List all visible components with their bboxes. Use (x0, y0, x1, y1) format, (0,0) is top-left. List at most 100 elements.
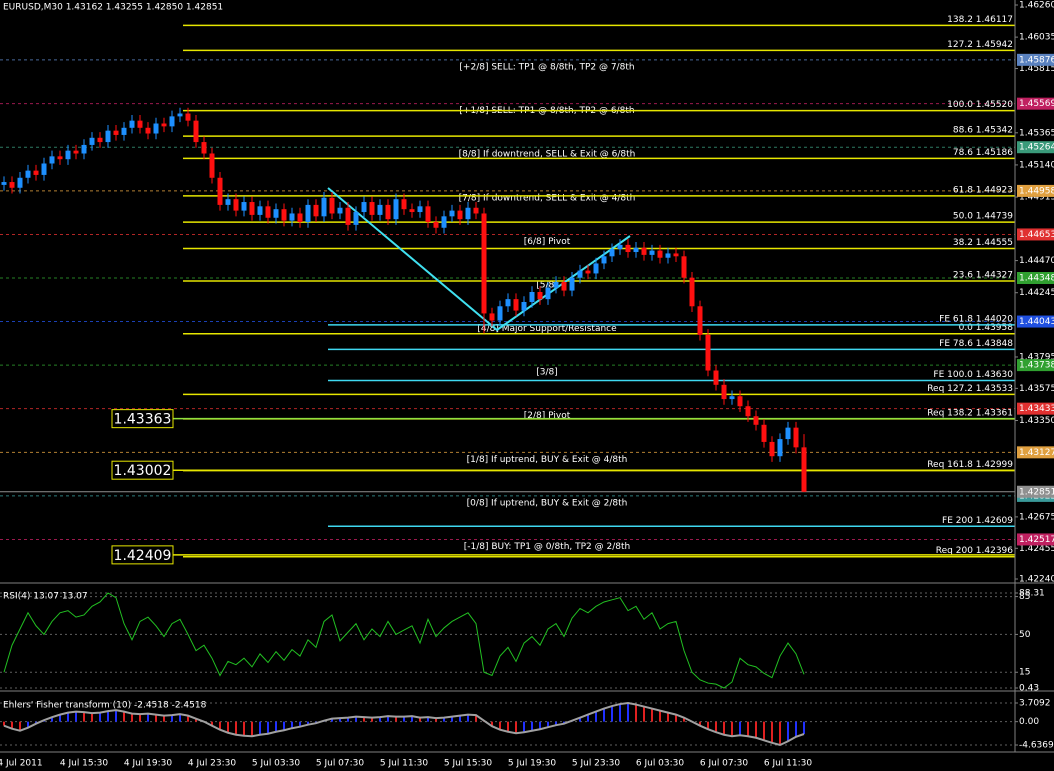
candle-body (273, 209, 279, 218)
candle-body (337, 207, 343, 214)
candle-body (353, 212, 359, 225)
y-tick-label: 1.44915 (1019, 193, 1054, 203)
x-tick-label: 5 Jul 15:30 (444, 759, 493, 769)
murrey-price-box (1017, 272, 1054, 285)
candle-body (241, 202, 247, 211)
candle-body (369, 202, 375, 215)
candle-body (529, 292, 535, 302)
candle-body (721, 384, 727, 400)
candle-body (393, 199, 399, 220)
murrey-label: [4/8] Major Support/Resistance (477, 324, 617, 334)
murrey-price: 1.45876 (1019, 55, 1054, 65)
fibo-trendline (327, 187, 631, 332)
y-tick-label: 85 (1019, 592, 1030, 602)
price-label: 1.43363 (114, 412, 172, 428)
candle-body (561, 282, 567, 291)
candle-body (233, 199, 239, 211)
candle-body (385, 204, 391, 220)
candle-body (225, 199, 231, 205)
murrey-price: 1.45264 (1019, 143, 1054, 153)
candle-body (633, 247, 639, 253)
candle-body (697, 306, 703, 335)
candle-body (673, 253, 679, 257)
x-tick-label: 5 Jul 23:30 (572, 759, 621, 769)
candle-body (585, 270, 591, 274)
candle-body (25, 170, 31, 178)
murrey-label: [2/8] Pivot (524, 411, 571, 421)
fisher-title: Ehlers' Fisher transform (10) -2.4518 -2… (3, 701, 207, 711)
candle-body (801, 447, 807, 492)
chart-title: EURUSD,M30 1.43162 1.43255 1.42850 1.428… (3, 3, 223, 13)
candle-body (609, 249, 615, 257)
candle-body (97, 137, 103, 143)
candle-body (473, 207, 479, 214)
murrey-label: [-1/8] BUY: TP1 @ 0/8th, TP2 @ 2/8th (464, 542, 630, 552)
fibo-label: 23.6 1.44327 (953, 271, 1013, 281)
candle-body (185, 113, 191, 121)
candle-body (321, 197, 327, 217)
candle-body (753, 416, 759, 425)
fibo-label: Req 200 1.42396 (936, 546, 1013, 556)
murrey-price: 1.44653 (1019, 230, 1054, 240)
candle-body (577, 270, 583, 278)
candle-body (113, 130, 119, 135)
marks-layer (1, 107, 807, 747)
y-tick-label: 1.45815 (1019, 64, 1054, 74)
y-tick-label: 1.43795 (1019, 352, 1054, 362)
murrey-label: [+2/8] SELL: TP1 @ 8/8th, TP2 @ 7/8th (459, 62, 634, 72)
y-tick-label: 1.45140 (1019, 160, 1054, 170)
candle-body (745, 406, 751, 417)
candle-body (49, 156, 55, 164)
candle-body (361, 202, 367, 213)
fibo-label: 50.0 1.44739 (953, 212, 1013, 222)
candle-body (257, 206, 263, 215)
x-tick-label: 6 Jul 11:30 (764, 759, 813, 769)
candle-body (217, 177, 223, 205)
y-tick-label: 1.42675 (1019, 512, 1054, 522)
candle-body (769, 441, 775, 457)
candle-body (521, 301, 527, 311)
y-tick-label: 1.42455 (1019, 544, 1054, 554)
fibo-label: 100.0 1.45520 (947, 100, 1013, 110)
candle-body (305, 204, 311, 223)
murrey-price-box (1017, 184, 1054, 197)
y-tick-label: 1.46035 (1019, 33, 1054, 43)
candle-body (777, 439, 783, 457)
murrey-label: [8/8] If downtrend, SELL & Exit @ 6/8th (459, 150, 636, 160)
candle-body (505, 299, 511, 307)
candle-body (729, 396, 735, 400)
murrey-label: [1/8] If uptrend, BUY & Exit @ 4/8th (467, 455, 628, 465)
candle-body (89, 137, 95, 145)
y-tick-label: 0.00 (1019, 717, 1039, 727)
murrey-price: 1.44348 (1019, 274, 1054, 284)
murrey-price-box (1017, 402, 1054, 415)
murrey-price: 1.43738 (1019, 361, 1054, 371)
candle-body (401, 199, 407, 210)
candle-body (145, 127, 151, 134)
candle-body (553, 282, 559, 288)
candle-body (425, 206, 431, 223)
candle-body (193, 120, 199, 143)
candle-body (137, 120, 143, 128)
candle-body (9, 182, 15, 188)
murrey-price: 1.44043 (1019, 317, 1054, 327)
candle-body (121, 127, 127, 135)
candle-body (457, 210, 463, 220)
candle-body (689, 277, 695, 307)
murrey-label: [6/8] Pivot (524, 237, 571, 247)
candle-body (249, 202, 255, 215)
fisher-line (3, 701, 805, 747)
x-tick-label: 4 Jul 2011 (0, 759, 43, 769)
murrey-label: [3/8] (536, 368, 558, 378)
candle-body (57, 156, 63, 160)
candle-body (153, 123, 159, 134)
murrey-price-box (1017, 97, 1054, 110)
candle-body (177, 113, 183, 117)
x-tick-label: 4 Jul 19:30 (124, 759, 173, 769)
candle-body (665, 253, 671, 258)
candle-body (81, 144, 87, 154)
candle-body (65, 150, 71, 160)
candle-body (161, 123, 167, 127)
